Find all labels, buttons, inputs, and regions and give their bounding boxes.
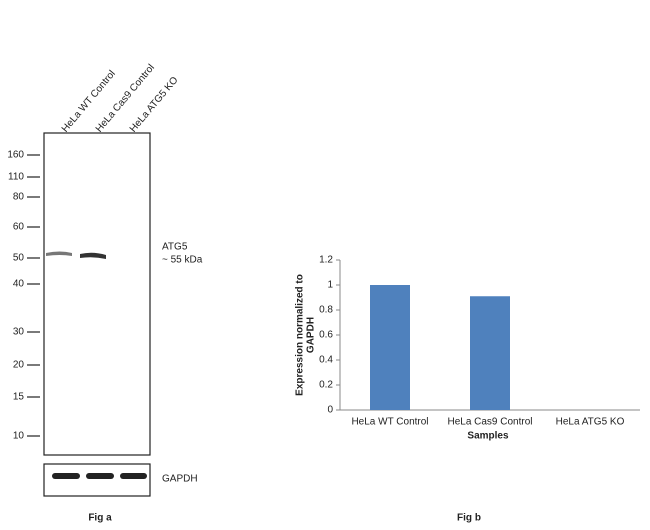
y-tick-label: 0.6 — [319, 330, 333, 341]
gapdh-frame — [43, 463, 151, 497]
band — [86, 473, 114, 479]
y-tick-label: 0.2 — [319, 380, 333, 391]
caption: Fig a — [88, 513, 112, 524]
marker-label: 80 — [13, 192, 25, 203]
y-tick-label: 0.4 — [319, 355, 333, 366]
band-label: ATG5 — [162, 242, 188, 253]
y-tick-label: 0.8 — [319, 305, 333, 316]
bar — [370, 285, 410, 410]
marker-label: 30 — [13, 327, 25, 338]
caption: Fig b — [457, 513, 481, 524]
x-tick-label: HeLa ATG5 KO — [556, 417, 625, 428]
marker-label: 160 — [7, 150, 24, 161]
blot-frame — [43, 132, 151, 456]
x-axis-title: Samples — [467, 431, 509, 442]
y-axis-title: Expression normalized to — [295, 274, 306, 396]
y-tick-label: 1 — [327, 280, 333, 291]
marker-label: 50 — [13, 253, 25, 264]
lane-label: HeLa Cas9 Control — [94, 62, 157, 134]
y-tick-label: 1.2 — [319, 255, 333, 266]
loading-control: GAPDH — [162, 474, 198, 485]
y-axis-title: GAPDH — [306, 317, 317, 353]
marker-label: 40 — [13, 279, 25, 290]
x-tick-label: HeLa WT Control — [351, 417, 428, 428]
band — [52, 473, 80, 479]
bar — [470, 296, 510, 410]
x-tick-label: HeLa Cas9 Control — [447, 417, 532, 428]
band-size: ~ 55 kDa — [162, 255, 203, 266]
band — [80, 252, 106, 259]
band — [46, 251, 72, 256]
marker-label: 60 — [13, 222, 25, 233]
marker-label: 10 — [13, 431, 25, 442]
marker-label: 20 — [13, 360, 25, 371]
y-tick-label: 0 — [327, 405, 333, 416]
band — [120, 473, 147, 479]
marker-label: 110 — [8, 172, 24, 183]
marker-label: 15 — [13, 392, 25, 403]
